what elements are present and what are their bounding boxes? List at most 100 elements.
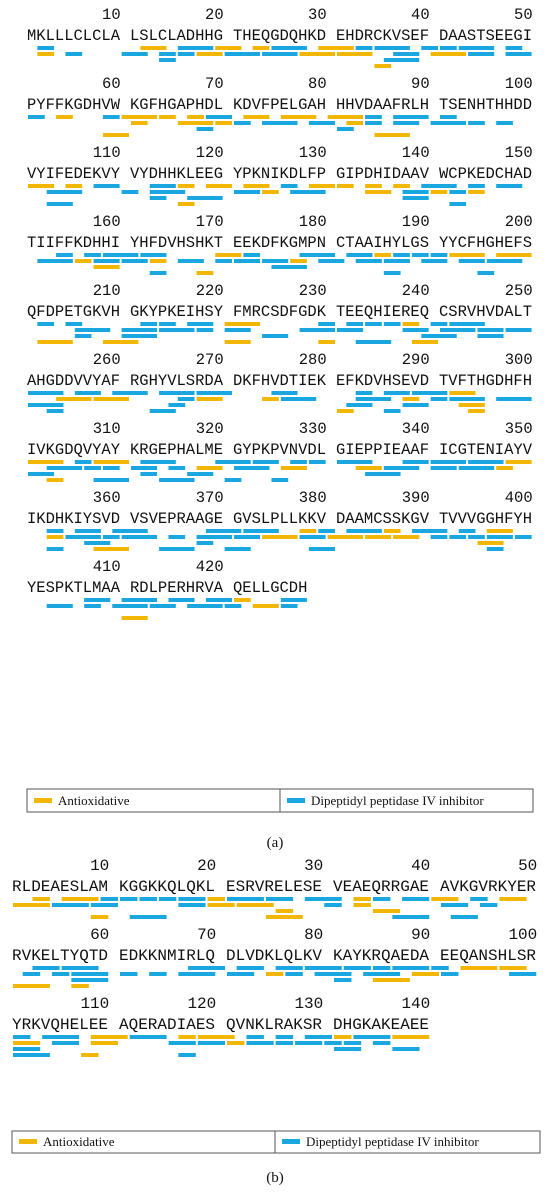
peptide-bar <box>28 472 55 476</box>
peptide-bar <box>51 903 89 907</box>
peptide-bar <box>112 604 148 608</box>
peptide-bar <box>196 52 223 56</box>
peptide-bar <box>102 253 139 257</box>
position-number: 80 <box>304 926 323 944</box>
sequence-group: DHGKAKEAEE <box>333 1016 429 1034</box>
peptide-bar <box>509 972 537 976</box>
peptide-bar <box>65 184 83 188</box>
peptide-bar <box>207 903 235 907</box>
peptide-bar <box>140 253 167 257</box>
peptide-bar <box>468 535 485 539</box>
peptide-bar <box>392 1035 430 1039</box>
peptide-bar <box>470 897 488 901</box>
sequence-group: EEKDFKGMPN <box>233 234 326 252</box>
peptide-bar <box>449 202 467 206</box>
sequence-group: EDKKNMIRLQ <box>119 947 215 965</box>
position-number: 130 <box>294 995 323 1013</box>
peptide-bar <box>71 984 89 988</box>
peptide-bar <box>215 46 242 50</box>
peptide-bar <box>227 1041 245 1045</box>
peptide-bar <box>32 897 50 901</box>
sequence-group: FMRCSDFGDK <box>233 303 327 321</box>
peptide-bar <box>159 328 195 332</box>
sequence-group: KGGKKQLQKL <box>119 878 215 896</box>
position-number: 30 <box>304 857 323 875</box>
peptide-bar <box>234 466 270 470</box>
peptide-bar <box>318 322 335 326</box>
peptide-bar <box>224 478 242 482</box>
peptide-bar <box>46 547 64 551</box>
peptide-bar <box>383 271 401 275</box>
sequence-group: GKYPKEIHSY <box>130 303 224 321</box>
peptide-bar <box>365 535 392 539</box>
peptide-bar <box>65 535 101 539</box>
position-number: 140 <box>401 995 430 1013</box>
peptide-bar <box>227 972 255 976</box>
peptide-bar <box>280 598 307 602</box>
peptide-bar <box>177 397 195 401</box>
sequence-group: MKLLLCLCLA <box>27 27 121 45</box>
peptide-bar <box>120 897 138 901</box>
peptide-bar <box>430 253 448 257</box>
peptide-bar <box>120 972 138 976</box>
peptide-bar <box>139 897 157 901</box>
position-number: 70 <box>197 926 216 944</box>
peptide-bar <box>102 115 120 119</box>
peptide-bar <box>46 478 64 482</box>
peptide-bar <box>74 460 92 464</box>
peptide-bar <box>46 529 64 533</box>
peptide-bar <box>246 1041 274 1045</box>
peptide-bar <box>393 52 420 56</box>
peptide-bar <box>234 598 251 602</box>
peptide-bar <box>168 598 195 602</box>
position-number: 230 <box>299 282 327 300</box>
peptide-bar <box>496 184 523 188</box>
peptide-bar <box>51 1041 80 1045</box>
sequence-group: LSLCLADHHG <box>130 27 223 45</box>
sequence-group: EHDRCKVSEF <box>336 27 429 45</box>
sequence-group: ICGTENIAYV <box>439 441 533 459</box>
peptide-bar <box>372 1041 391 1045</box>
peptide-bar <box>496 253 532 257</box>
peptide-bar <box>140 460 176 464</box>
peptide-bar <box>393 115 429 119</box>
peptide-bar <box>252 460 279 464</box>
sequence-group: TVVVGGHFYH <box>439 510 532 528</box>
peptide-bar <box>343 966 371 970</box>
peptide-bar <box>140 322 158 326</box>
sequence-group: IVKGDQVYAY <box>27 441 121 459</box>
peptide-bar <box>224 328 251 332</box>
peptide-bar <box>46 202 73 206</box>
sequence-group: EEQANSHLSR <box>440 947 536 965</box>
peptide-bar <box>496 121 513 125</box>
peptide-bar <box>51 972 70 976</box>
peptide-bar <box>262 121 298 125</box>
position-number: 50 <box>514 6 533 24</box>
peptide-bar <box>93 478 129 482</box>
peptide-bar <box>402 897 430 901</box>
peptide-bar <box>121 616 148 620</box>
peptide-bar <box>346 529 382 533</box>
peptide-bar <box>121 598 158 602</box>
sequence-group: GVSLPLLKKV <box>233 510 327 528</box>
peptide-bar <box>149 184 176 188</box>
peptide-bar <box>84 604 101 608</box>
peptide-bar <box>275 1035 294 1039</box>
peptide-bar <box>37 46 55 50</box>
peptide-bar <box>159 322 176 326</box>
peptide-bar <box>402 403 429 407</box>
peptide-bar <box>468 190 485 194</box>
sequence-group: EFKDVHSEVD <box>336 372 429 390</box>
peptide-bar <box>477 541 504 545</box>
legend-swatch <box>19 1139 37 1144</box>
peptide-bar <box>372 978 410 982</box>
peptide-bar <box>196 541 214 545</box>
peptide-bar <box>168 466 186 470</box>
peptide-bar <box>421 334 457 338</box>
peptide-bar <box>205 184 232 188</box>
peptide-bar <box>402 322 420 326</box>
peptide-bar <box>280 397 317 401</box>
position-number: 20 <box>197 857 216 875</box>
peptide-bar <box>74 259 92 263</box>
